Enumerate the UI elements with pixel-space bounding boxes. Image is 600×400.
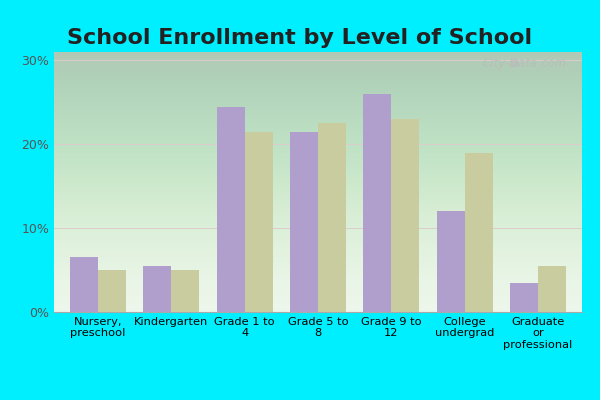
Text: ●: ● [509,57,518,67]
Bar [318,123,346,312]
Bar [364,94,391,312]
Bar [290,132,318,312]
Bar [391,119,419,312]
Text: City-Data.com: City-Data.com [482,57,566,70]
Text: School Enrollment by Level of School: School Enrollment by Level of School [67,28,533,48]
Bar [98,270,126,312]
Bar [217,106,245,312]
Bar [510,283,538,312]
Bar [143,266,172,312]
Bar [464,153,493,312]
Bar [172,270,199,312]
Bar [437,211,464,312]
Bar [538,266,566,312]
Bar [70,258,98,312]
Bar [245,132,272,312]
